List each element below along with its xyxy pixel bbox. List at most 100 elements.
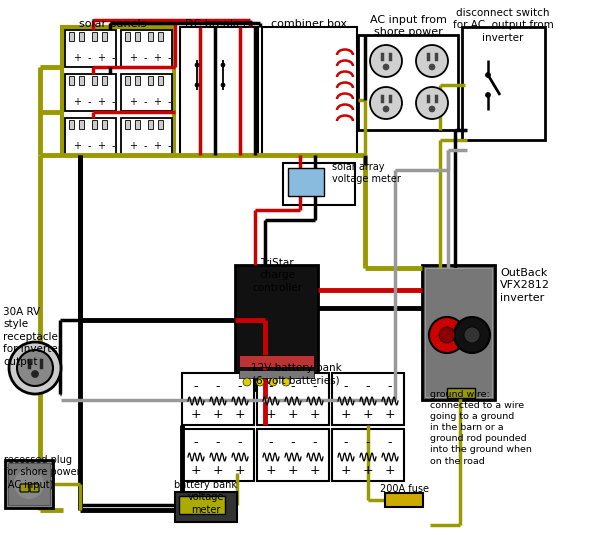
- Bar: [257, 429, 329, 481]
- Bar: [135, 120, 140, 129]
- Text: -: -: [111, 53, 115, 63]
- Text: -: -: [269, 436, 273, 450]
- Circle shape: [383, 64, 389, 70]
- Text: -: -: [194, 381, 198, 393]
- Bar: [148, 76, 153, 85]
- Circle shape: [429, 317, 465, 353]
- Bar: [135, 76, 140, 85]
- Circle shape: [282, 378, 290, 386]
- Text: -: -: [111, 97, 115, 107]
- Text: +: +: [340, 465, 351, 478]
- Text: +: +: [310, 465, 320, 478]
- Text: +: +: [153, 53, 161, 63]
- Bar: [121, 74, 172, 111]
- Text: 12V battery bank
(6 volt batteries): 12V battery bank (6 volt batteries): [251, 363, 342, 385]
- Bar: [462, 27, 545, 140]
- Text: -: -: [111, 141, 115, 151]
- Circle shape: [195, 63, 199, 67]
- Bar: [125, 120, 130, 129]
- Bar: [69, 32, 74, 41]
- Text: -: -: [388, 436, 392, 450]
- Text: -: -: [167, 97, 171, 107]
- Text: -: -: [87, 141, 91, 151]
- Bar: [262, 27, 357, 155]
- Circle shape: [31, 370, 38, 377]
- Bar: [288, 168, 324, 196]
- Bar: [182, 373, 254, 425]
- Text: -: -: [291, 436, 295, 450]
- Text: +: +: [73, 53, 81, 63]
- Text: -: -: [269, 381, 273, 393]
- Text: +: +: [266, 465, 276, 478]
- Bar: [92, 32, 97, 41]
- Text: +: +: [287, 408, 298, 421]
- Text: +: +: [97, 97, 105, 107]
- Circle shape: [485, 72, 491, 78]
- Text: -: -: [143, 97, 147, 107]
- Bar: [125, 76, 130, 85]
- Bar: [425, 268, 492, 397]
- Text: -: -: [291, 381, 295, 393]
- Circle shape: [195, 83, 199, 87]
- Text: -: -: [216, 436, 220, 450]
- Text: +: +: [385, 408, 395, 421]
- Circle shape: [416, 87, 448, 119]
- Text: -: -: [344, 381, 348, 393]
- Bar: [65, 118, 116, 155]
- Circle shape: [370, 45, 402, 77]
- Text: +: +: [97, 141, 105, 151]
- Circle shape: [485, 93, 491, 98]
- Text: +: +: [129, 53, 137, 63]
- Text: disconnect switch
for AC  output from
inverter: disconnect switch for AC output from inv…: [452, 8, 554, 43]
- Text: +: +: [287, 465, 298, 478]
- Text: +: +: [129, 97, 137, 107]
- Text: +: +: [153, 97, 161, 107]
- Text: +: +: [266, 408, 276, 421]
- Text: AC input from
shore power: AC input from shore power: [369, 15, 446, 38]
- Text: +: +: [129, 141, 137, 151]
- Text: +: +: [310, 408, 320, 421]
- Text: -: -: [366, 381, 370, 393]
- Bar: [239, 355, 314, 367]
- Bar: [180, 27, 258, 155]
- Text: recessed plug
for shore power
(AC input): recessed plug for shore power (AC input): [4, 455, 81, 490]
- Text: +: +: [363, 408, 373, 421]
- Bar: [385, 493, 423, 507]
- Bar: [65, 30, 116, 67]
- Bar: [358, 35, 458, 130]
- Text: solar array
voltage meter: solar array voltage meter: [332, 162, 401, 184]
- Bar: [102, 76, 107, 85]
- Bar: [69, 120, 74, 129]
- Text: OutBack
VFX2812
inverter: OutBack VFX2812 inverter: [500, 268, 550, 303]
- Text: +: +: [213, 465, 223, 478]
- Circle shape: [383, 106, 389, 112]
- Bar: [422, 265, 495, 400]
- Circle shape: [439, 327, 455, 343]
- Text: -: -: [344, 436, 348, 450]
- Circle shape: [454, 317, 490, 353]
- Text: -: -: [87, 53, 91, 63]
- Bar: [182, 429, 254, 481]
- Bar: [148, 120, 153, 129]
- Text: -: -: [216, 381, 220, 393]
- Text: DC breakers: DC breakers: [185, 19, 253, 29]
- Circle shape: [243, 378, 251, 386]
- Text: +: +: [73, 97, 81, 107]
- Text: -: -: [167, 53, 171, 63]
- Text: 200A fuse: 200A fuse: [379, 484, 429, 494]
- Text: combiner box: combiner box: [271, 19, 347, 29]
- Text: -: -: [143, 53, 147, 63]
- Text: -: -: [238, 381, 242, 393]
- Text: +: +: [234, 408, 245, 421]
- Text: -: -: [366, 436, 370, 450]
- Bar: [102, 120, 107, 129]
- Bar: [79, 76, 84, 85]
- Circle shape: [269, 378, 277, 386]
- Circle shape: [221, 83, 225, 87]
- Circle shape: [14, 469, 44, 499]
- Bar: [135, 32, 140, 41]
- Text: +: +: [191, 465, 201, 478]
- Text: -: -: [87, 97, 91, 107]
- Bar: [92, 76, 97, 85]
- Circle shape: [370, 87, 402, 119]
